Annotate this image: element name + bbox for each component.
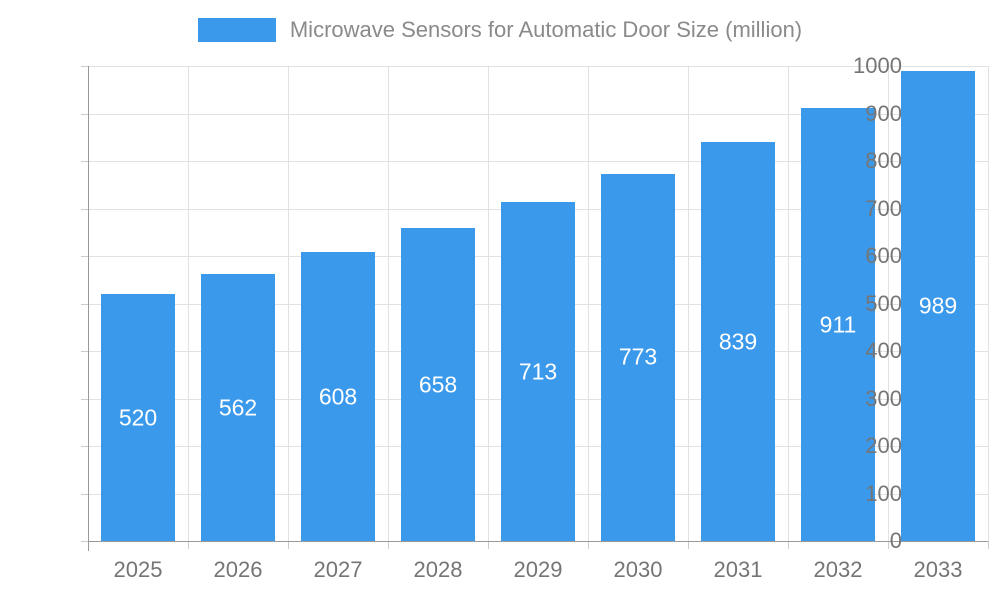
bar-value-label: 773 [618,343,658,370]
gridline-vertical [388,66,389,541]
gridline-vertical [788,66,789,541]
x-axis-tick [188,541,189,549]
y-axis-tick [81,66,88,67]
y-axis-tick [81,256,88,257]
y-axis-tick [81,398,88,400]
y-axis-tick [81,208,88,210]
gridline-vertical [488,66,489,541]
bar-value-label: 713 [518,358,558,385]
y-axis-tick [81,351,88,352]
bar-value-label: 520 [118,404,158,430]
bar-value-label: 911 [819,311,857,338]
gridline-horizontal [88,161,988,162]
y-axis-tick [81,113,88,115]
x-axis-tick [788,541,789,549]
y-axis-label: 1000 [853,53,902,78]
y-axis-label: 500 [865,290,902,316]
gridline-horizontal [88,66,988,67]
y-axis-label: 800 [865,148,902,173]
bar[interactable]: 608 [301,252,375,541]
bar-value-label: 608 [318,383,358,410]
x-axis-label: 2032 [813,557,863,582]
plot-area: 520 562 608 658 713 773 839 911 989 [81,66,989,551]
x-axis-label: 2030 [613,557,663,582]
bar-value-label: 658 [418,371,458,398]
x-axis-tick [288,541,289,549]
gridline-vertical [888,66,889,541]
gridline-horizontal [88,113,988,115]
y-axis-line [88,66,89,551]
x-axis-tick [488,541,489,549]
bar[interactable]: 658 [401,228,475,541]
bar[interactable]: 911 [801,108,875,541]
bar-value-label: 989 [918,292,958,319]
gridline-vertical [288,66,289,541]
bar-value-label: 839 [718,328,758,355]
bar[interactable]: 520 [101,294,175,541]
bar-value-label: 562 [218,394,258,421]
y-axis-tick [81,446,88,447]
x-axis-tick [988,541,989,549]
y-axis-label: 100 [865,480,902,506]
y-axis-tick [81,541,88,542]
y-axis-label: 600 [865,243,902,268]
x-axis-label: 2026 [213,557,263,582]
y-axis-label: 0 [889,528,902,553]
y-axis-tick [81,303,88,305]
y-axis-label: 400 [865,338,902,363]
x-axis-tick [388,541,389,549]
gridline-vertical [588,66,589,541]
x-axis-label: 2033 [913,557,963,582]
legend-swatch [197,18,276,42]
x-axis-tick [688,541,689,549]
legend-label: Microwave Sensors for Automatic Door Siz… [289,17,803,42]
y-axis-label: 900 [865,100,902,126]
x-axis-label: 2031 [713,557,763,582]
y-axis-tick [81,493,88,495]
bar[interactable]: 713 [501,202,575,541]
x-axis-label: 2028 [413,557,463,582]
bar[interactable]: 562 [201,274,275,541]
x-axis-tick [888,541,889,549]
gridline-vertical [988,66,989,541]
y-axis-label: 700 [865,195,902,221]
bar[interactable]: 839 [701,142,775,541]
x-axis-line [88,541,988,542]
x-axis-label: 2025 [113,557,163,582]
x-axis-label: 2027 [313,557,363,582]
legend[interactable]: Microwave Sensors for Automatic Door Siz… [0,16,1000,44]
x-axis-tick [588,541,589,549]
gridline-vertical [188,66,189,541]
y-axis-tick [81,161,88,162]
y-axis-label: 200 [865,433,902,458]
bar[interactable]: 989 [901,71,975,541]
gridline-vertical [688,66,689,541]
y-axis-label: 300 [865,385,902,411]
x-axis-label: 2029 [513,557,563,582]
bar[interactable]: 773 [601,173,675,541]
